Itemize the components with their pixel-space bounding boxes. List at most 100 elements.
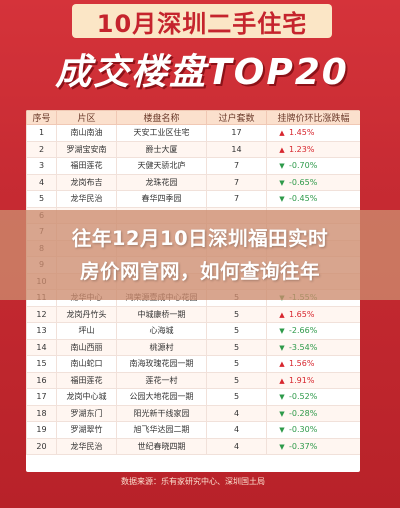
row-name: 春华四季园 (116, 190, 207, 208)
row-change: ▼ -0.70% (266, 157, 360, 175)
table-row: 14 南山西丽 桃源村 5 ▼ -3.54% (26, 338, 360, 356)
arrow-down-icon: ▼ (279, 162, 285, 171)
row-change-value: -3.54% (289, 342, 318, 352)
row-change-value: -0.28% (289, 408, 318, 418)
headline: 往年12月10日深圳福田实时 房价网官网，如何查询往年 (0, 222, 400, 288)
row-change: ▼ -0.30% (266, 421, 360, 439)
row-change-value: 1.23% (289, 144, 315, 154)
row-district: 龙华民治 (56, 437, 117, 455)
headline-line-2: 房价网官网，如何查询往年 (79, 260, 320, 283)
row-change-value: -0.65% (289, 177, 318, 187)
table-row: 2 罗湖宝安南 爵士大厦 14 ▲ 1.23% (26, 140, 360, 158)
row-district: 南山西丽 (56, 338, 117, 356)
row-count: 7 (206, 173, 267, 191)
table-row: 19 罗湖翠竹 旭飞华达园二期 4 ▼ -0.30% (26, 421, 360, 439)
row-change-value: 1.56% (289, 359, 315, 369)
row-index: 17 (26, 388, 57, 406)
row-name: 世纪春晓四期 (116, 437, 207, 455)
row-count: 5 (206, 388, 267, 406)
row-index: 16 (26, 371, 57, 389)
row-change: ▼ -2.66% (266, 322, 360, 340)
row-district: 福田莲花 (56, 371, 117, 389)
row-index: 3 (26, 157, 57, 175)
row-name: 心海城 (116, 322, 207, 340)
row-change: ▲ 1.65% (266, 305, 360, 323)
row-change-value: -2.66% (289, 326, 318, 336)
row-change: ▲ 1.23% (266, 140, 360, 158)
row-name: 龙珠花园 (116, 173, 207, 191)
row-district: 坪山 (56, 322, 117, 340)
row-change: ▼ -0.45% (266, 190, 360, 208)
row-change: ▼ -0.65% (266, 173, 360, 191)
table-row: 1 南山南油 天安工业区住宅 17 ▲ 1.45% (26, 124, 360, 142)
row-count: 5 (206, 322, 267, 340)
data-source-note: 数据来源：乐有家研究中心、深圳国土局 (121, 477, 265, 486)
row-count: 14 (206, 140, 267, 158)
arrow-down-icon: ▼ (279, 393, 285, 402)
row-index: 13 (26, 322, 57, 340)
row-index: 1 (26, 124, 57, 142)
banner-title-text: 成交楼盘TOP20 (55, 52, 349, 93)
arrow-down-icon: ▼ (279, 409, 285, 418)
row-district: 南山南油 (56, 124, 117, 142)
row-change: ▼ -0.28% (266, 404, 360, 422)
row-count: 4 (206, 437, 267, 455)
table-row: 20 龙华民治 世纪春晓四期 4 ▼ -0.37% (26, 437, 360, 455)
row-change: ▼ -0.37% (266, 437, 360, 455)
table-row: 3 福田莲花 天健天骄北庐 7 ▼ -0.70% (26, 157, 360, 175)
table-row: 15 南山蛇口 南海玫瑰花园一期 5 ▲ 1.56% (26, 355, 360, 373)
row-district: 罗湖宝安南 (56, 140, 117, 158)
table-header-row: 序号 片区 楼盘名称 过户套数 挂牌价环比涨跌幅 (26, 110, 360, 125)
banner-title: 成交楼盘TOP20 (22, 44, 382, 94)
row-name: 旭飞华达园二期 (116, 421, 207, 439)
header-count: 过户套数 (206, 110, 267, 125)
banner-subtitle-text: 10月深圳二手住宅 (96, 9, 308, 38)
row-district: 南山蛇口 (56, 355, 117, 373)
row-district: 罗湖东门 (56, 404, 117, 422)
row-count: 7 (206, 157, 267, 175)
banner-subtitle: 10月深圳二手住宅 (72, 4, 332, 38)
row-change-value: -0.45% (289, 194, 318, 204)
row-index: 20 (26, 437, 57, 455)
header-district: 片区 (56, 110, 117, 125)
row-index: 5 (26, 190, 57, 208)
arrow-up-icon: ▲ (279, 376, 285, 385)
header-name: 楼盘名称 (116, 110, 207, 125)
arrow-up-icon: ▲ (279, 360, 285, 369)
row-count: 4 (206, 404, 267, 422)
row-change: ▲ 1.91% (266, 371, 360, 389)
row-change: ▼ -3.54% (266, 338, 360, 356)
header-index: 序号 (26, 110, 57, 125)
row-name: 天健天骄北庐 (116, 157, 207, 175)
row-count: 4 (206, 421, 267, 439)
row-name: 南海玫瑰花园一期 (116, 355, 207, 373)
row-name: 爵士大厦 (116, 140, 207, 158)
headline-overlay (0, 210, 400, 300)
row-count: 5 (206, 305, 267, 323)
row-index: 4 (26, 173, 57, 191)
row-count: 7 (206, 190, 267, 208)
arrow-down-icon: ▼ (279, 343, 285, 352)
row-change-value: 1.91% (289, 375, 315, 385)
row-name: 阳光新干线家园 (116, 404, 207, 422)
arrow-up-icon: ▲ (279, 145, 285, 154)
arrow-down-icon: ▼ (279, 426, 285, 435)
row-count: 17 (206, 124, 267, 142)
row-name: 莲花一村 (116, 371, 207, 389)
table-row: 5 龙华民治 春华四季园 7 ▼ -0.45% (26, 190, 360, 208)
row-district: 福田莲花 (56, 157, 117, 175)
row-index: 18 (26, 404, 57, 422)
headline-line-1: 往年12月10日深圳福田实时 (71, 227, 329, 250)
row-count: 5 (206, 371, 267, 389)
row-district: 龙岗布吉 (56, 173, 117, 191)
arrow-up-icon: ▲ (279, 310, 285, 319)
row-change-value: -0.52% (289, 392, 318, 402)
header-change: 挂牌价环比涨跌幅 (266, 110, 360, 125)
row-district: 龙岗丹竹头 (56, 305, 117, 323)
table-row: 16 福田莲花 莲花一村 5 ▲ 1.91% (26, 371, 360, 389)
row-count: 5 (206, 355, 267, 373)
row-index: 12 (26, 305, 57, 323)
row-name: 中城康桥一期 (116, 305, 207, 323)
row-change-value: 1.45% (289, 128, 315, 138)
row-change-value: -0.37% (289, 441, 318, 451)
